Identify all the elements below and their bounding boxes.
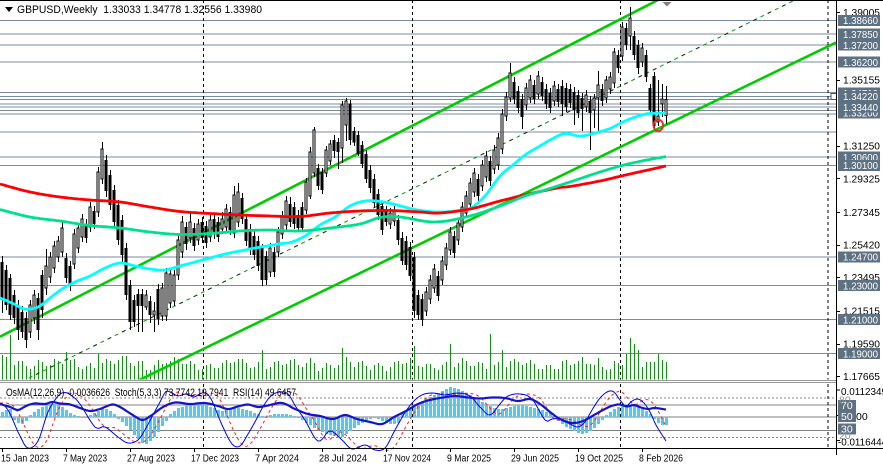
svg-text:50: 50 [841, 411, 853, 423]
svg-text:9 Mar 2025: 9 Mar 2025 [447, 453, 491, 465]
svg-text:GBPUSD,Weekly 1.33033 1.34778: GBPUSD,Weekly 1.33033 1.34778 1.32556 1.… [17, 4, 262, 16]
svg-text:1.19000: 1.19000 [843, 348, 878, 360]
svg-text:28 Jul 2024: 28 Jul 2024 [319, 453, 367, 465]
svg-text:1.25420: 1.25420 [843, 240, 880, 252]
svg-text:27 Aug 2023: 27 Aug 2023 [127, 453, 175, 465]
svg-text:1.35155: 1.35155 [843, 75, 880, 87]
svg-text:1.30100: 1.30100 [843, 160, 878, 172]
svg-text:15 Jan 2023: 15 Jan 2023 [1, 453, 49, 465]
svg-text:17 Nov 2024: 17 Nov 2024 [383, 453, 431, 465]
svg-text:8 Feb 2026: 8 Feb 2026 [639, 453, 683, 465]
svg-text:1.23000: 1.23000 [843, 281, 878, 293]
svg-text:00: 00 [856, 411, 868, 423]
svg-text:7 Apr 2024: 7 Apr 2024 [255, 453, 299, 465]
svg-text:1.36200: 1.36200 [843, 57, 878, 69]
svg-text:80: 80 [839, 394, 851, 406]
svg-text:29 Jun 2025: 29 Jun 2025 [511, 453, 559, 465]
svg-text:1.33440: 1.33440 [843, 102, 878, 114]
svg-text:1.17665: 1.17665 [843, 371, 880, 383]
svg-text:1.38660: 1.38660 [843, 15, 878, 27]
svg-text:1.37200: 1.37200 [843, 40, 878, 52]
svg-text:1.21000: 1.21000 [843, 314, 878, 326]
svg-text:17 Dec 2023: 17 Dec 2023 [191, 453, 239, 465]
svg-text:1.27345: 1.27345 [843, 207, 880, 219]
svg-text:20: 20 [839, 430, 851, 442]
svg-text:19 Oct 2025: 19 Oct 2025 [575, 453, 623, 465]
svg-text:OsMA(12,26,9) -0.0036626 Stoc: OsMA(12,26,9) -0.0036626 Stoch(5,3,3) 73… [6, 387, 296, 399]
svg-text:7 May 2023: 7 May 2023 [63, 453, 107, 465]
svg-text:1.29325: 1.29325 [843, 173, 880, 185]
svg-text:1.24700: 1.24700 [843, 252, 878, 264]
